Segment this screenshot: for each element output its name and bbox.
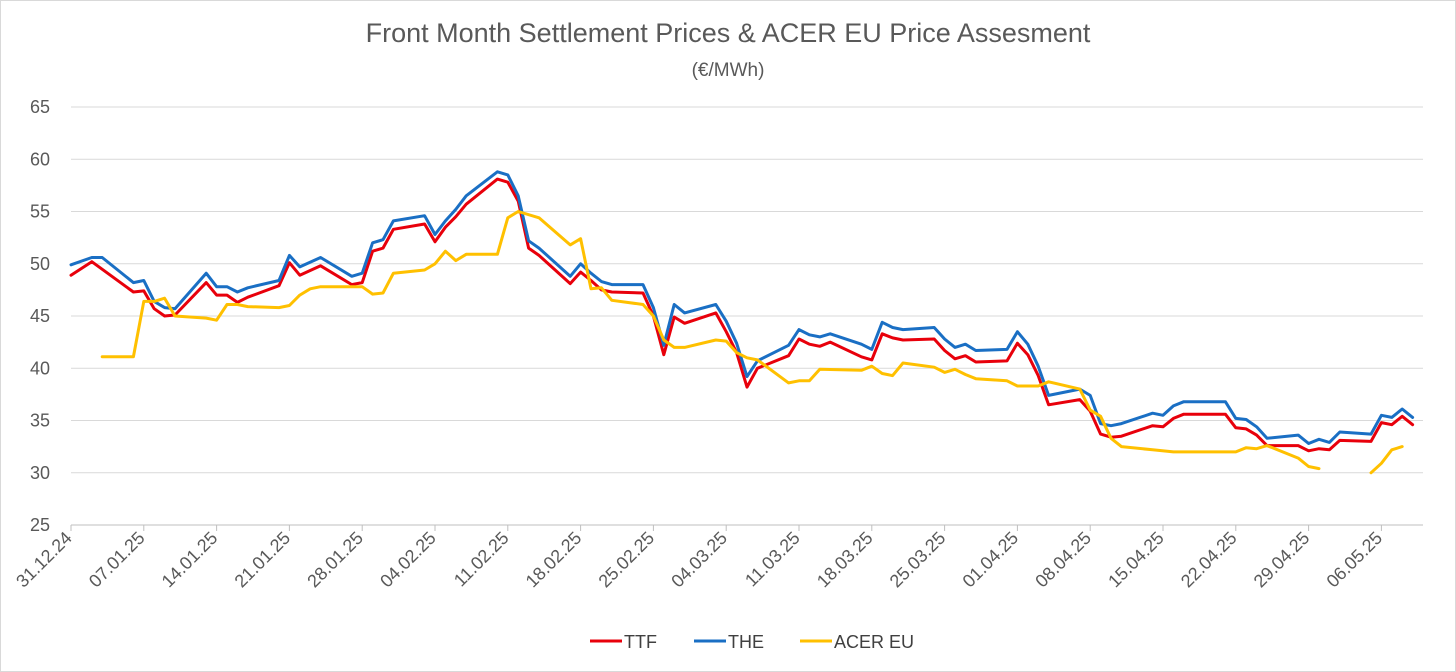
series-line-acer-eu <box>100 210 1404 475</box>
x-tick-label: 01.04.25 <box>959 528 1023 592</box>
x-tick-label: 04.03.25 <box>667 528 731 592</box>
x-tick-label: 06.05.25 <box>1323 528 1387 592</box>
x-tick-label: 28.01.25 <box>303 528 367 592</box>
y-tick-label: 50 <box>30 254 50 274</box>
y-axis: 25 30 35 40 45 50 55 60 65 <box>30 97 50 535</box>
x-tick-label: 04.02.25 <box>376 528 440 592</box>
y-tick-label: 40 <box>30 358 50 378</box>
x-tick-label: 07.01.25 <box>85 528 149 592</box>
gridlines <box>71 106 1423 526</box>
x-tick-label: 25.02.25 <box>595 528 659 592</box>
x-tick-label: 31.12.24 <box>12 528 76 592</box>
series-line-the <box>69 170 1415 445</box>
y-tick-label: 65 <box>30 97 50 117</box>
x-tick-label: 08.04.25 <box>1031 528 1095 592</box>
x-tick-label: 14.01.25 <box>158 528 222 592</box>
y-tick-label: 45 <box>30 306 50 326</box>
chart-subtitle: (€/MWh) <box>692 60 765 81</box>
x-tick-label: 11.02.25 <box>450 528 513 591</box>
x-tick-label: 25.03.25 <box>886 528 950 592</box>
legend-label: TTF <box>624 632 657 652</box>
x-tick-label: 11.03.25 <box>741 528 804 591</box>
x-tick-label: 29.04.25 <box>1250 528 1314 592</box>
x-tick-label: 21.01.25 <box>231 528 295 592</box>
x-tick-label: 22.04.25 <box>1177 528 1241 592</box>
legend-label: THE <box>728 632 764 652</box>
x-axis: 31.12.24 07.01.25 14.01.25 21.01.25 28.01.25… <box>12 525 1386 591</box>
x-tick-label: 15.04.25 <box>1104 528 1168 592</box>
y-tick-label: 60 <box>30 149 50 169</box>
series-line-ttf <box>69 177 1415 453</box>
x-tick-label: 18.03.25 <box>813 528 877 592</box>
y-tick-label: 25 <box>30 515 50 535</box>
legend-label: ACER EU <box>834 632 914 652</box>
y-tick-label: 30 <box>30 463 50 483</box>
y-tick-label: 55 <box>30 202 50 222</box>
x-tick-label: 18.02.25 <box>522 528 586 592</box>
legend: TTF THE ACER EU <box>590 632 914 652</box>
y-tick-label: 35 <box>30 411 50 431</box>
chart-title: Front Month Settlement Prices & ACER EU … <box>366 18 1091 48</box>
series-lines <box>69 170 1415 475</box>
